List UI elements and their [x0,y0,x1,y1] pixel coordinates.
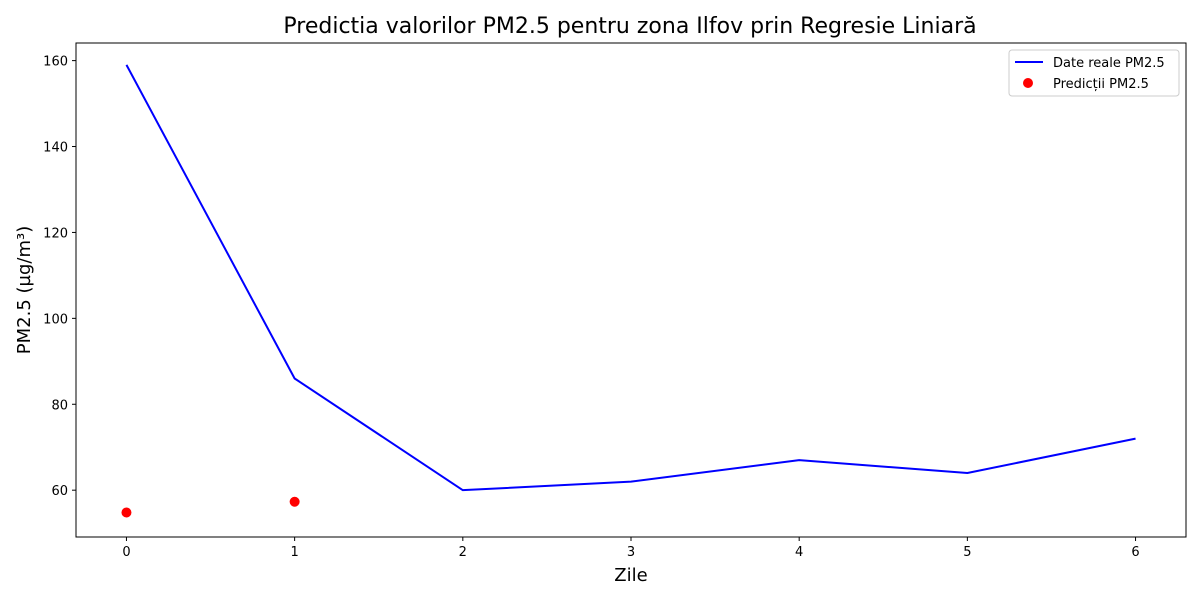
series-layer [121,64,1136,518]
y-tick-label: 80 [51,398,68,413]
y-tick-label: 60 [51,484,68,499]
x-tick-label: 3 [627,545,635,560]
legend-label-real: Date reale PM2.5 [1053,56,1165,71]
y-tick-label: 120 [43,226,68,241]
chart-title: Predictia valorilor PM2.5 pentru zona Il… [283,14,976,39]
legend-label-predictions: Predicții PM2.5 [1053,77,1149,92]
x-tick-label: 0 [122,545,130,560]
y-tick-label: 100 [43,312,68,327]
y-tick-label: 160 [43,55,68,70]
x-tick-label: 1 [290,545,298,560]
y-axis: 60 80 100 120 140 160 [43,55,76,499]
x-tick-label: 2 [459,545,467,560]
x-tick-label: 5 [963,545,971,560]
legend: Date reale PM2.5 Predicții PM2.5 [1008,49,1180,97]
y-axis-label: PM2.5 (µg/m³) [14,226,35,354]
x-axis-label: Zile [614,565,647,586]
series-line-real-pm25 [125,64,1136,492]
x-tick-label: 4 [795,545,803,560]
legend-box [1008,49,1180,97]
x-axis: 0 1 2 3 4 5 6 [122,537,1140,560]
prediction-point [289,496,300,507]
legend-dot-swatch [1023,78,1033,88]
x-tick-label: 6 [1131,545,1139,560]
y-tick-label: 140 [43,141,68,156]
prediction-point [121,507,132,518]
